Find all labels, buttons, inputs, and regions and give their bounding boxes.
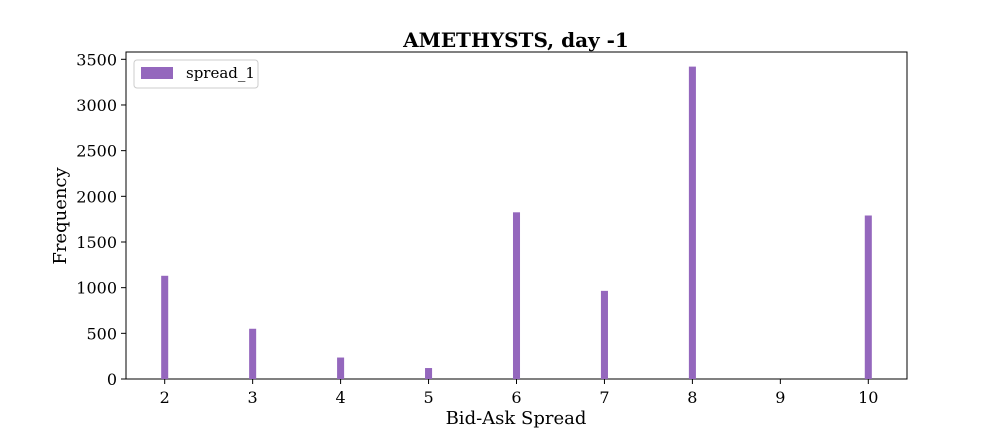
x-tick-label: 8 bbox=[687, 388, 697, 407]
y-tick-label: 2000 bbox=[76, 187, 117, 206]
x-tick-label: 3 bbox=[248, 388, 258, 407]
legend: spread_1 bbox=[133, 59, 259, 89]
bar-10 bbox=[864, 215, 872, 379]
x-tick-label: 9 bbox=[775, 388, 785, 407]
bar-3 bbox=[249, 328, 257, 379]
bar-8 bbox=[688, 66, 696, 379]
bar-6 bbox=[512, 212, 521, 379]
x-axis-label: Bid-Ask Spread bbox=[446, 408, 587, 429]
x-tick-label: 5 bbox=[423, 388, 433, 407]
x-tick-label: 2 bbox=[160, 388, 170, 407]
y-tick-label: 500 bbox=[86, 324, 117, 343]
legend-label: spread_1 bbox=[186, 64, 255, 82]
x-tick-label: 6 bbox=[511, 388, 521, 407]
bars-group bbox=[161, 66, 872, 379]
y-tick-label: 3000 bbox=[76, 96, 117, 115]
bar-5 bbox=[425, 368, 433, 379]
x-tick-label: 4 bbox=[336, 388, 346, 407]
bar-7 bbox=[600, 290, 608, 379]
bar-4 bbox=[337, 357, 345, 379]
bar-2 bbox=[161, 275, 169, 379]
y-tick-label: 0 bbox=[107, 370, 117, 389]
x-tick-label: 10 bbox=[858, 388, 878, 407]
y-axis-label: Frequency bbox=[50, 166, 71, 264]
y-tick-label: 2500 bbox=[76, 142, 117, 161]
y-tick-label: 1000 bbox=[76, 279, 117, 298]
legend-swatch bbox=[141, 67, 173, 79]
x-axis: 2 3 4 5 6 7 8 9 10 bbox=[160, 379, 878, 407]
chart-title: AMETHYSTS, day -1 bbox=[402, 28, 629, 52]
y-tick-label: 1500 bbox=[76, 233, 117, 252]
y-axis: 0 500 1000 1500 2000 2500 3000 3500 bbox=[76, 50, 126, 389]
x-tick-label: 7 bbox=[599, 388, 609, 407]
y-tick-label: 3500 bbox=[76, 50, 117, 69]
